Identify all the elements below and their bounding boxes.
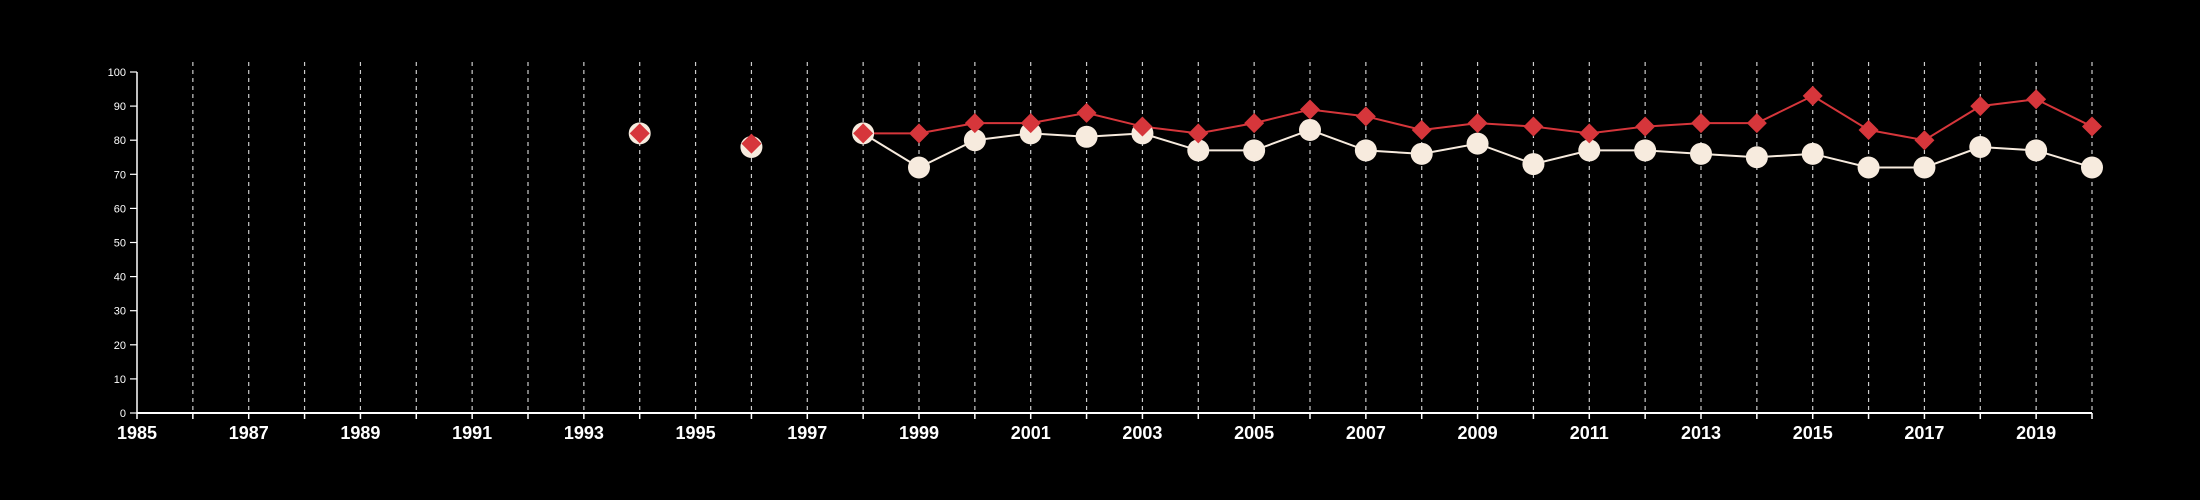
- x-tick-label-2011: 2011: [1570, 423, 1609, 443]
- series-2-point-2004: [1187, 139, 1210, 162]
- y-tick-label-30: 30: [114, 306, 126, 318]
- y-tick-label-100: 100: [108, 67, 126, 79]
- series-1-point-2018: [1970, 96, 1991, 117]
- series-1-point-2019: [2026, 89, 2047, 110]
- x-tick-label-2009: 2009: [1458, 423, 1498, 443]
- x-tick-label-1995: 1995: [676, 423, 716, 443]
- series-1-point-2008: [1411, 119, 1432, 140]
- series-1-point-1998: [853, 123, 874, 144]
- series-1-point-1999: [909, 123, 929, 144]
- y-tick-label-50: 50: [114, 238, 126, 250]
- series-2-point-2001: [1019, 122, 1042, 145]
- x-tick-label-2015: 2015: [1793, 423, 1833, 443]
- x-tick-label-2003: 2003: [1122, 423, 1162, 443]
- series-points: [628, 85, 2103, 179]
- x-tick-label-1989: 1989: [340, 423, 380, 443]
- series-2-point-2006: [1299, 118, 1321, 141]
- series-2-point-2012: [1634, 139, 1657, 162]
- series-1-point-2015: [1802, 85, 1823, 106]
- series-2-point-2020: [2081, 156, 2103, 179]
- series-2-point-2016: [1857, 156, 1880, 179]
- x-tick-label-2005: 2005: [1234, 423, 1274, 443]
- series-1-point-1996: [741, 133, 762, 154]
- y-tick-label-90: 90: [114, 101, 126, 113]
- x-tick-label-2019: 2019: [2016, 423, 2056, 443]
- series-1-point-2004: [1188, 123, 1209, 144]
- series-2-point-2005: [1243, 139, 1266, 162]
- y-tick-label-40: 40: [114, 272, 126, 284]
- series-1-point-2005: [1244, 113, 1265, 134]
- series-2-point-2010: [1522, 153, 1545, 176]
- y-tick-label-20: 20: [114, 340, 126, 352]
- series-1-point-2013: [1691, 113, 1711, 134]
- x-axis-ticks: 1985 1987 1989 1991 1993 1995 1997 1999 2001 2003…: [117, 413, 2093, 443]
- x-tick-label-2013: 2013: [1681, 423, 1721, 443]
- x-tick-label-1991: 1991: [452, 423, 492, 443]
- y-tick-label-80: 80: [114, 135, 126, 147]
- y-axis-ticks: 0 10 20 30 40 50 60 70 80 90 100: [108, 67, 137, 420]
- series-2-point-2008: [1410, 142, 1433, 165]
- y-tick-label-60: 60: [114, 203, 126, 215]
- series-2-point-2015: [1801, 142, 1824, 165]
- series-1-point-2011: [1579, 123, 1600, 144]
- series-2-point-2002: [1075, 125, 1098, 148]
- x-tick-label-2017: 2017: [1904, 423, 1944, 443]
- y-tick-label-70: 70: [114, 169, 126, 181]
- series-1-point-2017: [1914, 130, 1935, 151]
- series-2-point-1999: [908, 156, 930, 179]
- x-tick-label-1999: 1999: [899, 423, 939, 443]
- series-2-point-2011: [1578, 139, 1601, 162]
- x-tick-label-1997: 1997: [787, 423, 827, 443]
- series-1-point-2006: [1300, 99, 1320, 120]
- series-2-point-2014: [1745, 146, 1768, 169]
- series-1-point-2009: [1467, 113, 1488, 134]
- series-1-point-2020: [2082, 116, 2102, 137]
- series-2-point-2019: [2025, 139, 2048, 162]
- series-1-point-2010: [1523, 116, 1544, 137]
- series-1-point-2014: [1746, 113, 1767, 134]
- series-2-point-2017: [1913, 156, 1936, 179]
- y-tick-label-0: 0: [120, 408, 126, 420]
- series-1-point-2000: [964, 113, 985, 134]
- series-2-point-2000: [963, 129, 986, 152]
- x-tick-label-1985: 1985: [117, 423, 157, 443]
- series-1-point-2016: [1858, 119, 1879, 140]
- x-tick-label-2007: 2007: [1346, 423, 1386, 443]
- series-1-point-1994: [629, 123, 650, 144]
- series-1-point-2003: [1132, 116, 1153, 137]
- y-tick-label-10: 10: [114, 374, 126, 386]
- series-1-point-2007: [1355, 106, 1376, 127]
- series-2-point-2007: [1354, 139, 1377, 162]
- x-tick-label-1993: 1993: [564, 423, 604, 443]
- series-2-point-2018: [1969, 136, 1992, 159]
- series-1-point-2001: [1020, 113, 1041, 134]
- series-1-point-2012: [1635, 116, 1656, 137]
- series-2-point-2009: [1466, 132, 1489, 155]
- x-tick-label-1987: 1987: [229, 423, 269, 443]
- series-1-point-2002: [1076, 102, 1097, 123]
- series-2-point-2013: [1690, 142, 1712, 165]
- x-tick-label-2001: 2001: [1011, 423, 1051, 443]
